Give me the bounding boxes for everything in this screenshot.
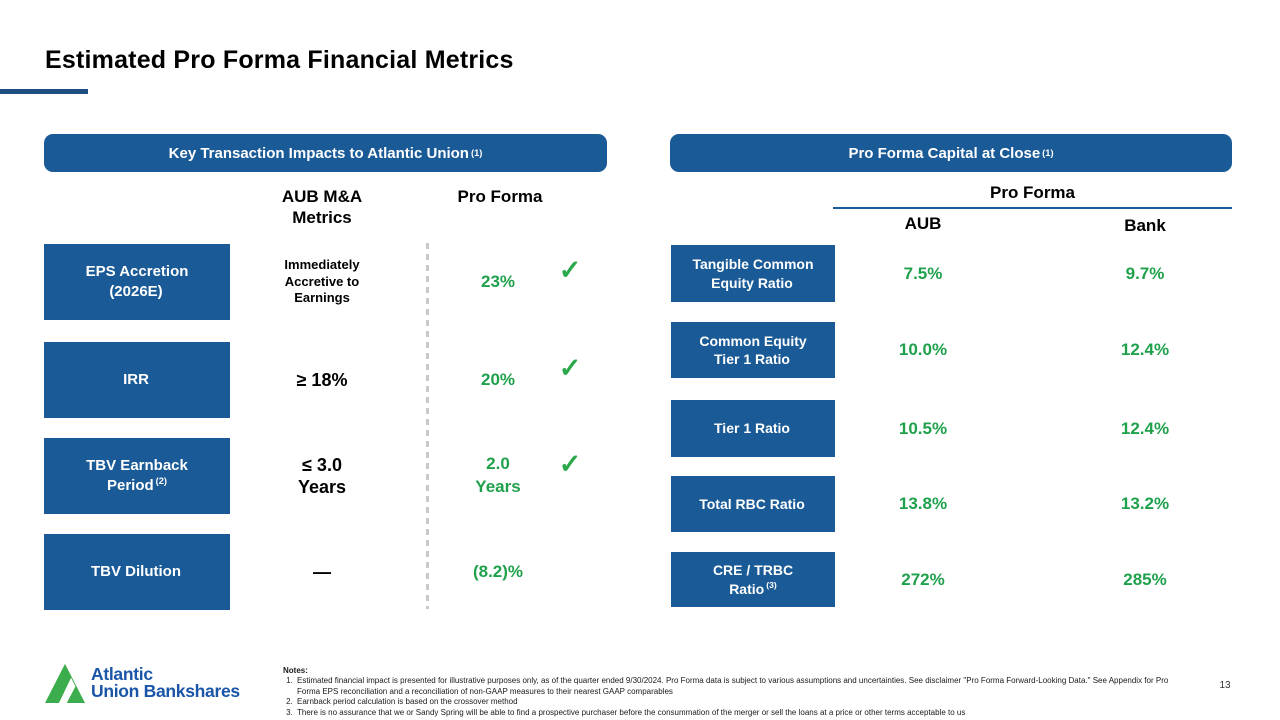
column-group-underline: [833, 207, 1232, 209]
notes: Notes: Estimated financial impact is pre…: [283, 666, 1188, 718]
metric-label-box: TBV Earnback Period (2): [44, 438, 230, 514]
column-header-pro-forma: Pro Forma: [457, 187, 543, 206]
column-header-bank: Bank: [1124, 216, 1166, 235]
table-row-tbv-dilution: TBV Dilution — (8.2)%: [0, 534, 640, 610]
table-row-total-rbc-ratio: Total RBC Ratio 13.8% 13.2%: [0, 476, 1280, 532]
aub-ma-metric-value: ≤ 3.0 Years: [297, 454, 347, 498]
metric-label-box: EPS Accretion (2026E): [44, 244, 230, 320]
table-row-irr: IRR ≥ 18% 20% ✓: [0, 342, 640, 418]
logo-line1: Atlantic: [91, 663, 153, 684]
bank-value: 13.2%: [1120, 494, 1170, 513]
page-number: 13: [1219, 680, 1231, 691]
metric-label-box: Common Equity Tier 1 Ratio: [671, 322, 835, 378]
metric-label-box: IRR: [44, 342, 230, 418]
note-item: Estimated financial impact is presented …: [295, 676, 1188, 697]
table-row-eps-accretion: EPS Accretion (2026E) Immediately Accret…: [0, 244, 640, 320]
footnote-superscript: (3): [766, 579, 777, 590]
metric-label: TBV Earnback Period: [86, 456, 188, 494]
dashed-divider: [426, 243, 429, 609]
column-header-aub: AUB: [904, 214, 942, 233]
right-panel-header: Pro Forma Capital at Close (1): [670, 134, 1232, 172]
table-row-cre-trbc-ratio: CRE / TRBC Ratio (3) 272% 285%: [0, 552, 1280, 607]
aub-ma-metric-value: —: [313, 561, 331, 582]
pro-forma-value: 2.0 Years: [475, 454, 521, 496]
metric-label: TBV Dilution: [91, 563, 181, 581]
metric-label-box: TBV Dilution: [44, 534, 230, 610]
aub-value: 10.5%: [898, 418, 948, 438]
metric-label-box: Tier 1 Ratio: [671, 400, 835, 457]
aub-value: 13.8%: [898, 494, 948, 513]
notes-list: Estimated financial impact is presented …: [283, 676, 1188, 718]
metric-label: CRE / TRBC Ratio: [712, 562, 794, 597]
logo-mark-icon: [45, 663, 85, 703]
aub-value: 10.0%: [898, 340, 948, 359]
check-icon: ✓: [558, 254, 582, 285]
bank-value: 285%: [1123, 569, 1167, 589]
notes-title: Notes:: [283, 666, 308, 675]
aub-value: 7.5%: [903, 263, 943, 283]
metric-label: Common Equity Tier 1 Ratio: [699, 332, 807, 367]
column-header-aub-ma-metrics: AUB M&A Metrics: [281, 187, 363, 228]
bank-value: 12.4%: [1120, 418, 1170, 438]
bank-value: 9.7%: [1125, 263, 1165, 283]
footnote-superscript: (1): [1042, 148, 1054, 158]
left-panel-header: Key Transaction Impacts to Atlantic Unio…: [44, 134, 607, 172]
logo-line2: Union Bankshares: [91, 681, 240, 701]
metric-label-box: Total RBC Ratio: [671, 476, 835, 532]
logo: Atlantic Union Bankshares: [45, 661, 240, 705]
footnote-superscript: (2): [155, 475, 168, 486]
table-row-cet1-ratio: Common Equity Tier 1 Ratio 10.0% 12.4%: [0, 322, 1280, 378]
note-item: There is no assurance that we or Sandy S…: [295, 708, 1188, 718]
metric-label: IRR: [123, 371, 149, 389]
aub-value: 272%: [901, 569, 945, 589]
metric-label: Tangible Common Equity Ratio: [692, 256, 814, 291]
table-row-tier1-ratio: Tier 1 Ratio 10.5% 12.4%: [0, 400, 1280, 457]
logo-wordmark: Atlantic Union Bankshares: [91, 663, 240, 701]
metric-label: Tier 1 Ratio: [714, 420, 790, 437]
bank-value: 12.4%: [1120, 340, 1170, 359]
pro-forma-value: 20%: [480, 369, 516, 389]
footnote-superscript: (1): [470, 148, 483, 158]
page-title: Estimated Pro Forma Financial Metrics: [45, 46, 514, 74]
right-panel-header-label: Pro Forma Capital at Close: [848, 144, 1041, 162]
title-accent-bar: [0, 89, 88, 94]
table-row-tbv-earnback: TBV Earnback Period (2) ≤ 3.0 Years 2.0 Y…: [0, 438, 640, 514]
pro-forma-value: (8.2)%: [472, 561, 524, 581]
note-item: Earnback period calculation is based on …: [295, 697, 1188, 707]
left-panel-header-label: Key Transaction Impacts to Atlantic Unio…: [168, 144, 469, 162]
metric-label-box: Tangible Common Equity Ratio: [671, 245, 835, 302]
column-group-header-pro-forma: Pro Forma: [989, 183, 1076, 202]
table-row-tce-ratio: Tangible Common Equity Ratio 7.5% 9.7%: [0, 245, 1280, 302]
metric-label: EPS Accretion (2026E): [85, 262, 189, 300]
metric-label-box: CRE / TRBC Ratio (3): [671, 552, 835, 607]
metric-label: Total RBC Ratio: [699, 495, 805, 512]
aub-ma-metric-value: ≥ 18%: [296, 369, 348, 390]
check-icon: ✓: [558, 352, 582, 383]
check-icon: ✓: [558, 448, 582, 479]
aub-ma-metric-value: Immediately Accretive to Earnings: [284, 256, 360, 306]
pro-forma-value: 23%: [480, 271, 516, 291]
